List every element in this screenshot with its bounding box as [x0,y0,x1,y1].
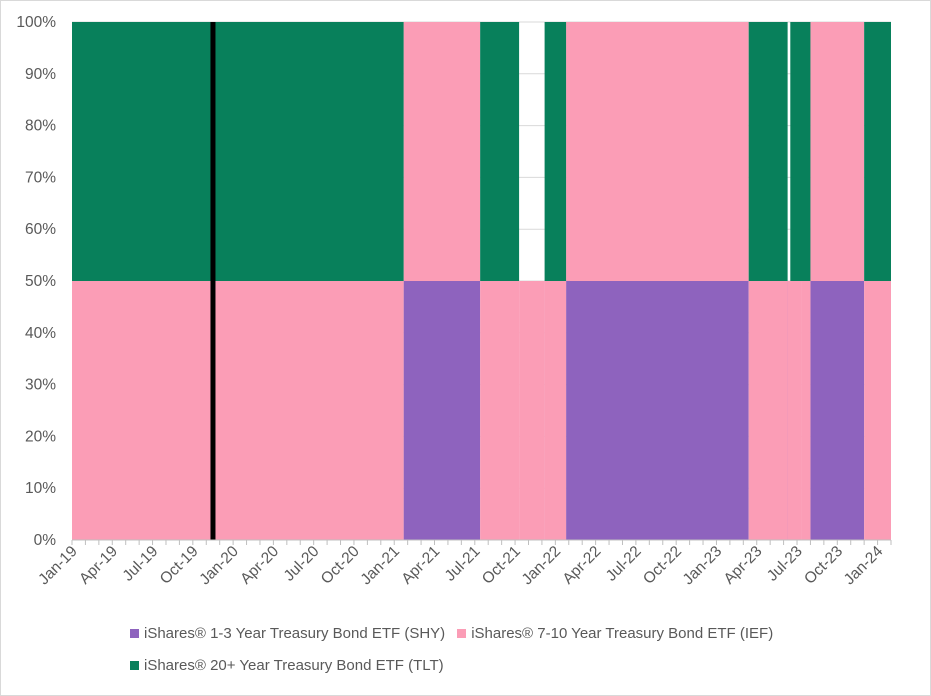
x-tick-label: Jan-23 [680,543,726,589]
y-tick-label: 10% [25,480,56,497]
legend-swatch-ief [457,629,467,638]
area-segment-shy [810,281,865,540]
x-tick-label: Apr-19 [76,543,121,588]
area-segment-shy [403,281,481,540]
x-tick-label: Jan-24 [841,543,887,589]
area-segment-ief [480,281,520,540]
x-tick-label: Jan-19 [35,543,81,589]
y-tick-label: 100% [16,14,56,31]
x-tick-label: Apr-21 [398,543,443,588]
legend-swatch-tlt [130,661,139,670]
area-segment-tlt [544,22,567,281]
legend-swatch-shy [130,629,139,638]
y-tick-label: 50% [25,273,56,290]
area-segment-ief [864,281,891,540]
legend: iShares® 1-3 Year Treasury Bond ETF (SHY… [130,622,850,686]
y-tick-label: 40% [25,325,56,342]
area-segment-ief [801,281,811,540]
x-tick-label: Jul-21 [442,543,484,585]
legend-item-tlt: iShares® 20+ Year Treasury Bond ETF (TLT… [130,657,444,674]
y-tick-label: 70% [25,169,56,186]
x-tick-label: Jan-22 [519,543,565,589]
area-segment-tlt [72,22,404,281]
area-segment-ief [403,22,481,281]
area-segment-tlt [748,22,788,281]
x-tick-label: Oct-19 [157,543,202,588]
x-tick-label: Apr-22 [560,543,605,588]
x-tick-label: Jul-20 [281,543,323,585]
area-segment-ief [748,281,788,540]
x-tick-label: Oct-20 [318,543,363,588]
x-axis [71,539,892,545]
area-segment-shy [566,281,749,540]
y-tick-label: 20% [25,428,56,445]
y-tick-label: 80% [25,118,56,135]
y-tick-label: 60% [25,221,56,238]
y-tick-label: 30% [25,377,56,394]
area-segment-ief [810,22,865,281]
x-tick-label: Oct-21 [479,543,524,588]
area-segment-ief [544,281,567,540]
x-tick-label: Apr-20 [237,543,282,588]
x-tick-label: Oct-22 [640,543,685,588]
y-tick-label: 0% [34,532,57,549]
legend-item-shy: iShares® 1-3 Year Treasury Bond ETF (SHY… [130,625,445,642]
x-tick-label: Jan-20 [196,543,242,589]
legend-item-ief: iShares® 7-10 Year Treasury Bond ETF (IE… [457,625,773,642]
area-segment-ief [72,281,404,540]
legend-label-ief: iShares® 7-10 Year Treasury Bond ETF (IE… [471,625,774,642]
x-axis-labels: Jan-19Apr-19Jul-19Oct-19Jan-20Apr-20Jul-… [35,543,886,589]
area-segment-tlt [480,22,520,281]
area-segment-ief [787,281,802,540]
area-segment-tlt [790,22,811,281]
legend-label-shy: iShares® 1-3 Year Treasury Bond ETF (SHY… [144,625,446,642]
area-segment-ief [566,22,749,281]
x-tick-label: Jan-21 [358,543,404,589]
x-tick-label: Jul-22 [603,543,645,585]
y-tick-label: 90% [25,66,56,83]
x-tick-label: Jul-23 [764,543,806,585]
plot-areas [72,22,891,540]
area-segment-ief [519,281,545,540]
x-tick-label: Jul-19 [120,543,162,585]
area-segment-tlt [864,22,891,281]
legend-label-tlt: iShares® 20+ Year Treasury Bond ETF (TLT… [144,657,444,674]
x-tick-label: Apr-23 [721,543,766,588]
y-axis-labels: 0% 10% 20% 30% 40% 50% 60% 70% 80% 90% 100% [16,14,56,549]
x-tick-label: Oct-23 [801,543,846,588]
